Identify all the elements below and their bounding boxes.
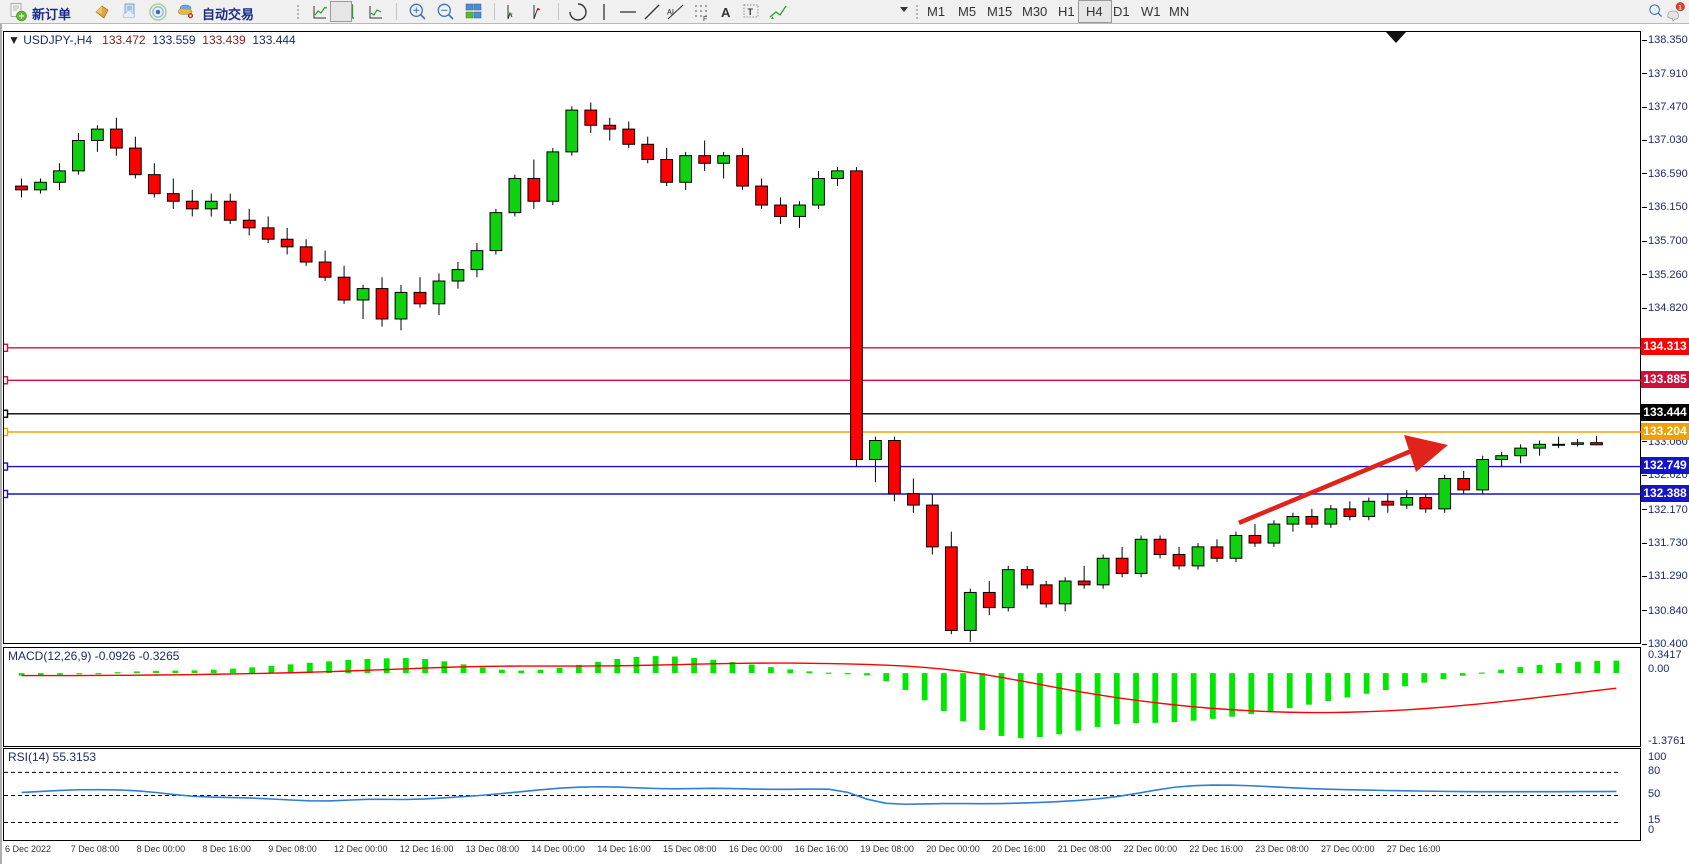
svg-text:F: F [703, 16, 707, 22]
svg-text:A: A [721, 5, 731, 20]
svg-text:T: T [748, 7, 754, 17]
svg-text:1: 1 [1678, 4, 1682, 11]
